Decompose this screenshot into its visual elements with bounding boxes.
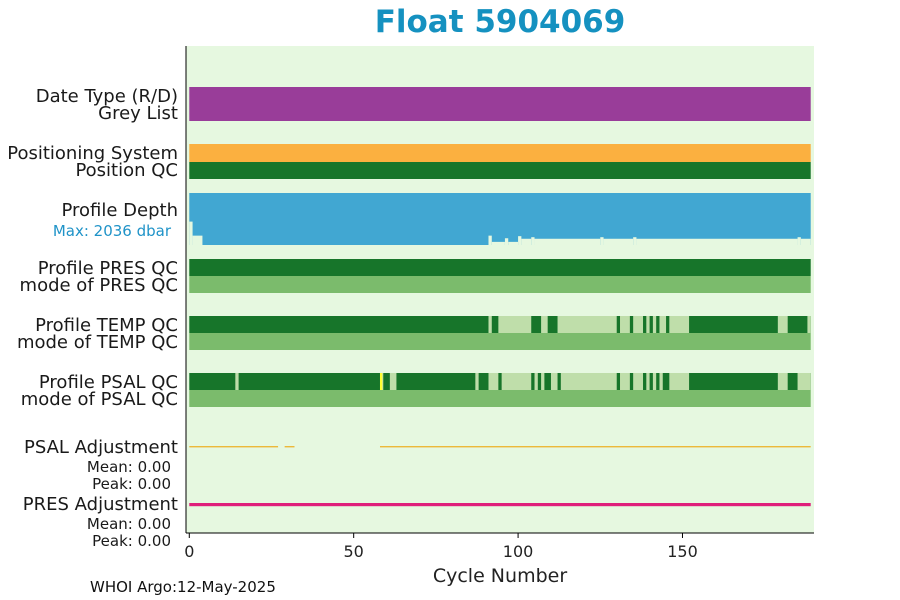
profile-psal-qc-segment-16 [777, 373, 788, 390]
profile-depth-gap-9 [534, 238, 601, 245]
profile-depth-gap-7 [521, 238, 532, 245]
label-psal-peak: Peak: 0.00 [92, 475, 171, 493]
profile-psal-qc-segment-12 [646, 373, 650, 390]
profile-temp-qc-segment-9 [669, 316, 690, 333]
mode-psal-qc-bar [189, 390, 811, 407]
position-qc-bar [189, 162, 811, 179]
footer-date: WHOI Argo:12-May-2025 [90, 578, 276, 596]
profile-psal-qc-segment-3 [475, 373, 479, 390]
profile-temp-qc-segment-2 [541, 316, 548, 333]
profile-temp-qc-segment-3 [557, 316, 617, 333]
profile-depth-gap-5 [508, 241, 519, 245]
label-mode-temp-qc: mode of TEMP QC [16, 332, 178, 353]
label-date-type: Date Type (R/D) [35, 86, 178, 107]
x-tick-label-150: 150 [667, 542, 698, 561]
label-psal-mean: Mean: 0.00 [86, 458, 171, 476]
profile-depth-gap-8 [531, 237, 535, 245]
profile-psal-qc-segment-11 [633, 373, 644, 390]
label-grey-list: Grey List [98, 103, 178, 124]
label-psal-adjustment: PSAL Adjustment [23, 437, 178, 458]
psal-adjustment-gap-1 [294, 445, 380, 448]
profile-psal-qc-segment-0 [235, 373, 239, 390]
label-pres-peak: Peak: 0.00 [92, 532, 171, 550]
profile-psal-qc-segment-17 [797, 373, 811, 390]
grey-list-bar [189, 104, 811, 121]
profile-depth-gap-3 [491, 241, 505, 245]
label-position-qc: Position QC [75, 160, 178, 181]
profile-psal-qc-segment-5 [501, 373, 532, 390]
profile-temp-qc-segment-0 [488, 316, 492, 333]
x-axis-label: Cycle Number [432, 565, 568, 587]
profile-depth-gap-4 [504, 238, 509, 245]
profile-depth-gap-0 [189, 221, 193, 245]
label-profile-psal-qc: Profile PSAL QC [38, 372, 178, 393]
x-tick-label-0: 0 [184, 542, 194, 561]
psal-adjustment-gap-0 [278, 445, 285, 448]
date-type-bar [189, 87, 811, 104]
profile-psal-qc-segment-8 [550, 373, 558, 390]
profile-depth-gap-13 [636, 238, 798, 245]
profile-temp-qc-segment-11 [807, 316, 811, 333]
positioning-system-bar [189, 144, 811, 162]
label-pres-mean: Mean: 0.00 [86, 515, 171, 533]
profile-temp-qc-segment-4 [620, 316, 630, 333]
profile-depth-gap-14 [797, 237, 801, 245]
profile-psal-qc-segment-14 [659, 373, 663, 390]
label-profile-temp-qc: Profile TEMP QC [35, 315, 178, 336]
profile-depth-gap-1 [192, 235, 203, 245]
profile-depth-gap-11 [603, 238, 634, 245]
label-max-depth: Max: 2036 dbar [52, 222, 171, 240]
profile-psal-qc-segment-6 [534, 373, 538, 390]
profile-temp-qc-segment-6 [646, 316, 650, 333]
label-mode-pres-qc: mode of PRES QC [19, 275, 178, 296]
profile-temp-qc-segment-1 [498, 316, 532, 333]
profile-depth-gap-15 [800, 238, 811, 245]
mode-pres-qc-bar [189, 276, 811, 293]
profile-psal-qc-segment-7 [541, 373, 545, 390]
x-tick-label-100: 100 [503, 542, 534, 561]
profile-temp-qc-segment-10 [777, 316, 788, 333]
profile-temp-qc-segment-7 [652, 316, 657, 333]
label-profile-depth: Profile Depth [61, 200, 178, 221]
profile-psal-qc-flag-0 [379, 373, 383, 390]
profile-depth-gap-6 [518, 236, 522, 245]
profile-psal-qc-segment-9 [560, 373, 617, 390]
profile-depth-bar [189, 193, 811, 245]
label-profile-pres-qc: Profile PRES QC [37, 258, 178, 279]
mode-temp-qc-bar [189, 333, 811, 350]
label-positioning-system: Positioning System [7, 143, 178, 164]
profile-psal-qc-segment-2 [389, 373, 397, 390]
profile-psal-qc-segment-4 [488, 373, 499, 390]
profile-temp-qc-segment-5 [633, 316, 644, 333]
profile-psal-qc-segment-13 [652, 373, 657, 390]
profile-psal-qc-bar [189, 373, 811, 390]
label-mode-psal-qc: mode of PSAL QC [20, 389, 178, 410]
label-pres-adjustment: PRES Adjustment [22, 494, 178, 515]
pres-adjustment-line [189, 503, 811, 507]
psal-adjustment-line [189, 446, 811, 448]
profile-temp-qc-segment-8 [659, 316, 667, 333]
profile-psal-qc-segment-15 [669, 373, 690, 390]
chart-title: Float 5904069 [374, 4, 626, 40]
profile-pres-qc-bar [189, 259, 811, 276]
profile-depth-gap-12 [633, 237, 637, 245]
profile-depth-gap-10 [600, 237, 604, 245]
profile-psal-qc-segment-10 [620, 373, 630, 390]
profile-depth-gap-2 [488, 235, 492, 245]
x-tick-label-50: 50 [344, 542, 364, 561]
